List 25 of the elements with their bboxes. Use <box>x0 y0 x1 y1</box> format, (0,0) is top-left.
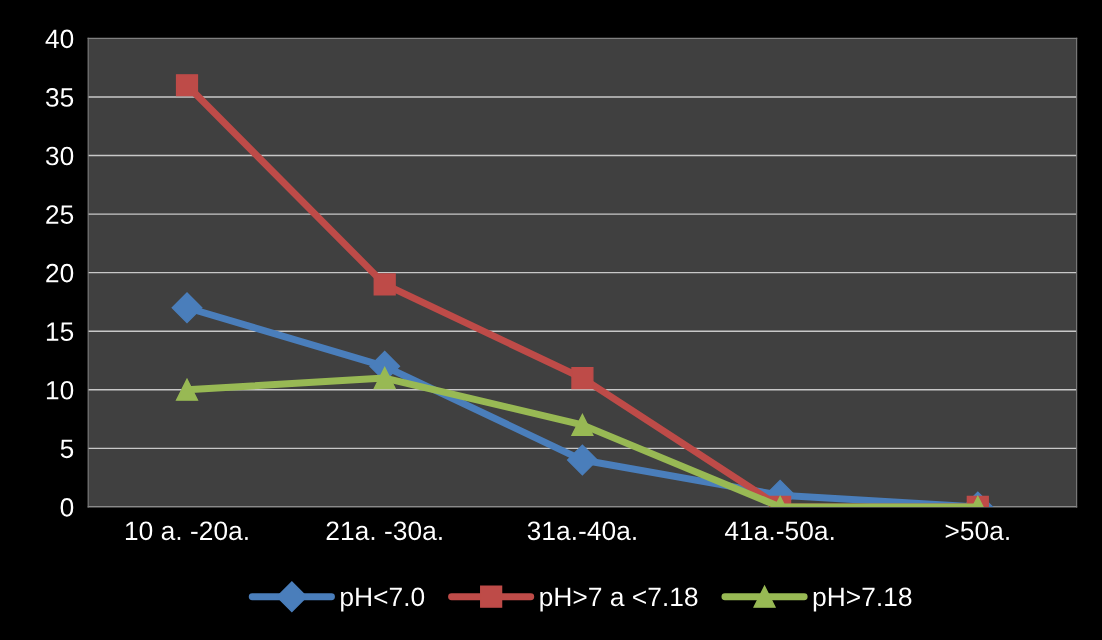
point <box>571 366 594 390</box>
y-tick-label: 40 <box>45 29 74 49</box>
y-tick-label: 20 <box>46 263 74 283</box>
point <box>566 444 598 476</box>
x-tick-label: 10 a. -20a. <box>125 521 248 541</box>
y-tick-label: 0 <box>60 498 74 517</box>
point <box>175 74 199 97</box>
point <box>373 273 396 296</box>
legend-label: pH>7 a <7.18 <box>540 587 698 612</box>
point <box>373 366 396 390</box>
x-tick-label: >50a. <box>945 521 1009 541</box>
y-tick-label: 25 <box>46 205 74 224</box>
x-tick-label: 31a.-40a. <box>527 521 636 541</box>
point <box>171 292 203 324</box>
x-tick-label: 21a. -30a. <box>326 521 442 541</box>
x-tick-label: 41a.-50a. <box>724 521 834 541</box>
legend-label: pH>7.18 <box>813 587 912 612</box>
point <box>175 378 199 401</box>
y-tick-label: 15 <box>46 322 74 342</box>
y-tick-label: 35 <box>45 88 74 107</box>
point <box>571 413 594 437</box>
y-tick-label: 30 <box>45 146 74 166</box>
y-tick-label: 10 <box>46 380 74 400</box>
y-tick-label: 5 <box>60 439 74 459</box>
legend-label: pH<7.0 <box>341 587 425 612</box>
